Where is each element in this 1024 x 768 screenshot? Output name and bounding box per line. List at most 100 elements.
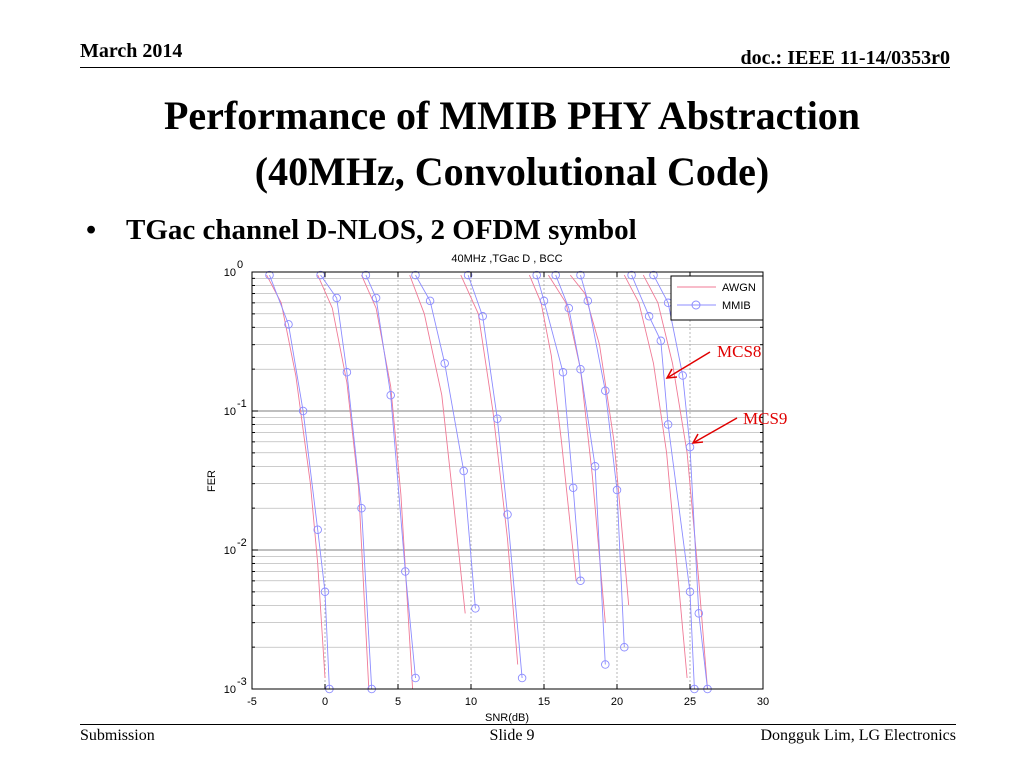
y-tick-label-base: 10 bbox=[224, 545, 236, 557]
mmib-marker bbox=[284, 320, 293, 329]
mmib-curve bbox=[320, 274, 373, 690]
legend-box bbox=[670, 275, 764, 321]
footer-slide-number: Slide 9 bbox=[489, 727, 535, 744]
annotation-mcs8: MCS8 bbox=[717, 342, 761, 361]
annotation-mcs8-arrow bbox=[666, 351, 711, 379]
chart-title: 40MHz ,TGac D , BCC bbox=[451, 253, 562, 265]
mmib-marker bbox=[361, 270, 371, 280]
header-doc-id: doc.: IEEE 11-14/0353r0 bbox=[740, 47, 950, 69]
mmib-marker bbox=[471, 604, 480, 613]
mmib-marker bbox=[663, 420, 673, 429]
mmib-marker bbox=[685, 442, 695, 452]
x-tick-label: 20 bbox=[611, 696, 623, 708]
mmib-marker bbox=[401, 567, 410, 576]
mmib-marker bbox=[440, 359, 449, 368]
footer-submission: Submission bbox=[80, 727, 155, 744]
slide-title-line1: Performance of MMIB PHY Abstraction bbox=[163, 93, 861, 138]
chart-annotations: MCS8 MCS9 bbox=[665, 342, 787, 444]
mmib-marker bbox=[411, 270, 420, 280]
mmib-curve bbox=[269, 274, 330, 690]
awgn-curve bbox=[642, 274, 708, 690]
mmib-curve bbox=[653, 274, 708, 690]
y-tick-label-base: 10 bbox=[224, 684, 236, 696]
mmib-marker bbox=[539, 296, 549, 306]
annotation-mcs9: MCS9 bbox=[743, 409, 787, 428]
x-axis-label: SNR(dB) bbox=[485, 712, 529, 724]
mmib-marker bbox=[342, 368, 352, 377]
header-rule bbox=[80, 67, 950, 68]
mmib-marker bbox=[612, 485, 622, 495]
awgn-curve bbox=[317, 274, 370, 690]
plot-frame bbox=[251, 271, 764, 690]
mmib-marker bbox=[694, 609, 704, 618]
mmib-curve bbox=[536, 274, 581, 581]
mmib-marker bbox=[644, 312, 654, 321]
mmib-marker bbox=[386, 390, 395, 400]
y-tick-label-base: 10 bbox=[224, 267, 236, 279]
mmib-marker bbox=[265, 270, 274, 280]
series-awgn bbox=[266, 274, 708, 690]
awgn-curve bbox=[528, 274, 577, 581]
x-tick-label: 5 bbox=[395, 696, 401, 708]
mmib-marker bbox=[463, 270, 473, 280]
x-tick-label: 30 bbox=[757, 696, 769, 708]
mmib-marker bbox=[558, 368, 568, 377]
mmib-marker bbox=[576, 270, 585, 280]
mmib-marker bbox=[564, 303, 574, 313]
mmib-marker bbox=[298, 406, 308, 416]
header-date: March 2014 bbox=[80, 40, 183, 62]
mmib-marker bbox=[503, 510, 512, 519]
mmib-marker bbox=[678, 371, 687, 380]
mmib-marker bbox=[371, 293, 381, 303]
chart-curves bbox=[265, 270, 712, 694]
footer-author: Dongguk Lim, LG Electronics bbox=[760, 727, 956, 744]
legend-awgn-label: AWGN bbox=[722, 282, 756, 294]
awgn-curve bbox=[623, 274, 688, 679]
bullet-dot: • bbox=[86, 214, 97, 246]
x-tick-label: 25 bbox=[684, 696, 696, 708]
y-tick-label-base: 10 bbox=[224, 406, 236, 418]
slide-title-line2: (40MHz, Convolutional Code) bbox=[254, 149, 770, 194]
awgn-curve bbox=[460, 274, 519, 665]
bullet-text: TGac channel D-NLOS, 2 OFDM symbol bbox=[126, 214, 637, 246]
mmib-marker bbox=[411, 673, 420, 683]
mmib-marker bbox=[316, 270, 325, 280]
mmib-marker bbox=[601, 386, 610, 395]
mmib-marker bbox=[576, 364, 585, 374]
mmib-marker bbox=[459, 466, 468, 476]
awgn-curve bbox=[266, 274, 326, 679]
mmib-marker bbox=[583, 296, 593, 306]
y-tick-label-exp: -1 bbox=[237, 398, 247, 410]
x-tick-label: 15 bbox=[538, 696, 550, 708]
mmib-marker bbox=[601, 660, 610, 669]
mmib-marker bbox=[332, 293, 341, 303]
mmib-curve bbox=[365, 274, 416, 679]
awgn-curve bbox=[409, 274, 466, 614]
x-tick-label: 0 bbox=[322, 696, 328, 708]
mmib-marker bbox=[590, 462, 600, 471]
slide-title: Performance of MMIB PHY Abstraction (40M… bbox=[0, 88, 1024, 200]
mmib-marker bbox=[685, 587, 695, 597]
mmib-marker bbox=[627, 270, 636, 280]
annotation-mcs9-arrowhead bbox=[691, 433, 704, 444]
mmib-marker bbox=[425, 296, 435, 306]
x-tick-label: -5 bbox=[247, 696, 257, 708]
mmib-curve bbox=[555, 274, 606, 665]
mmib-curve bbox=[467, 274, 523, 679]
mmib-marker bbox=[357, 503, 366, 513]
mmib-marker bbox=[649, 270, 658, 280]
chart-legend: AWGN MMIB bbox=[670, 275, 764, 321]
mmib-marker bbox=[620, 642, 629, 652]
series-mmib bbox=[265, 270, 712, 694]
y-tick-label-exp: -2 bbox=[237, 537, 247, 549]
mmib-marker bbox=[576, 576, 585, 586]
mmib-marker bbox=[517, 673, 527, 683]
legend-mmib-label: MMIB bbox=[722, 300, 751, 312]
mmib-curve bbox=[631, 274, 695, 690]
annotation-mcs9-arrow bbox=[692, 417, 738, 444]
mmib-marker bbox=[313, 525, 322, 534]
y-tick-label-exp: 0 bbox=[237, 259, 243, 271]
footer-rule bbox=[80, 724, 956, 725]
